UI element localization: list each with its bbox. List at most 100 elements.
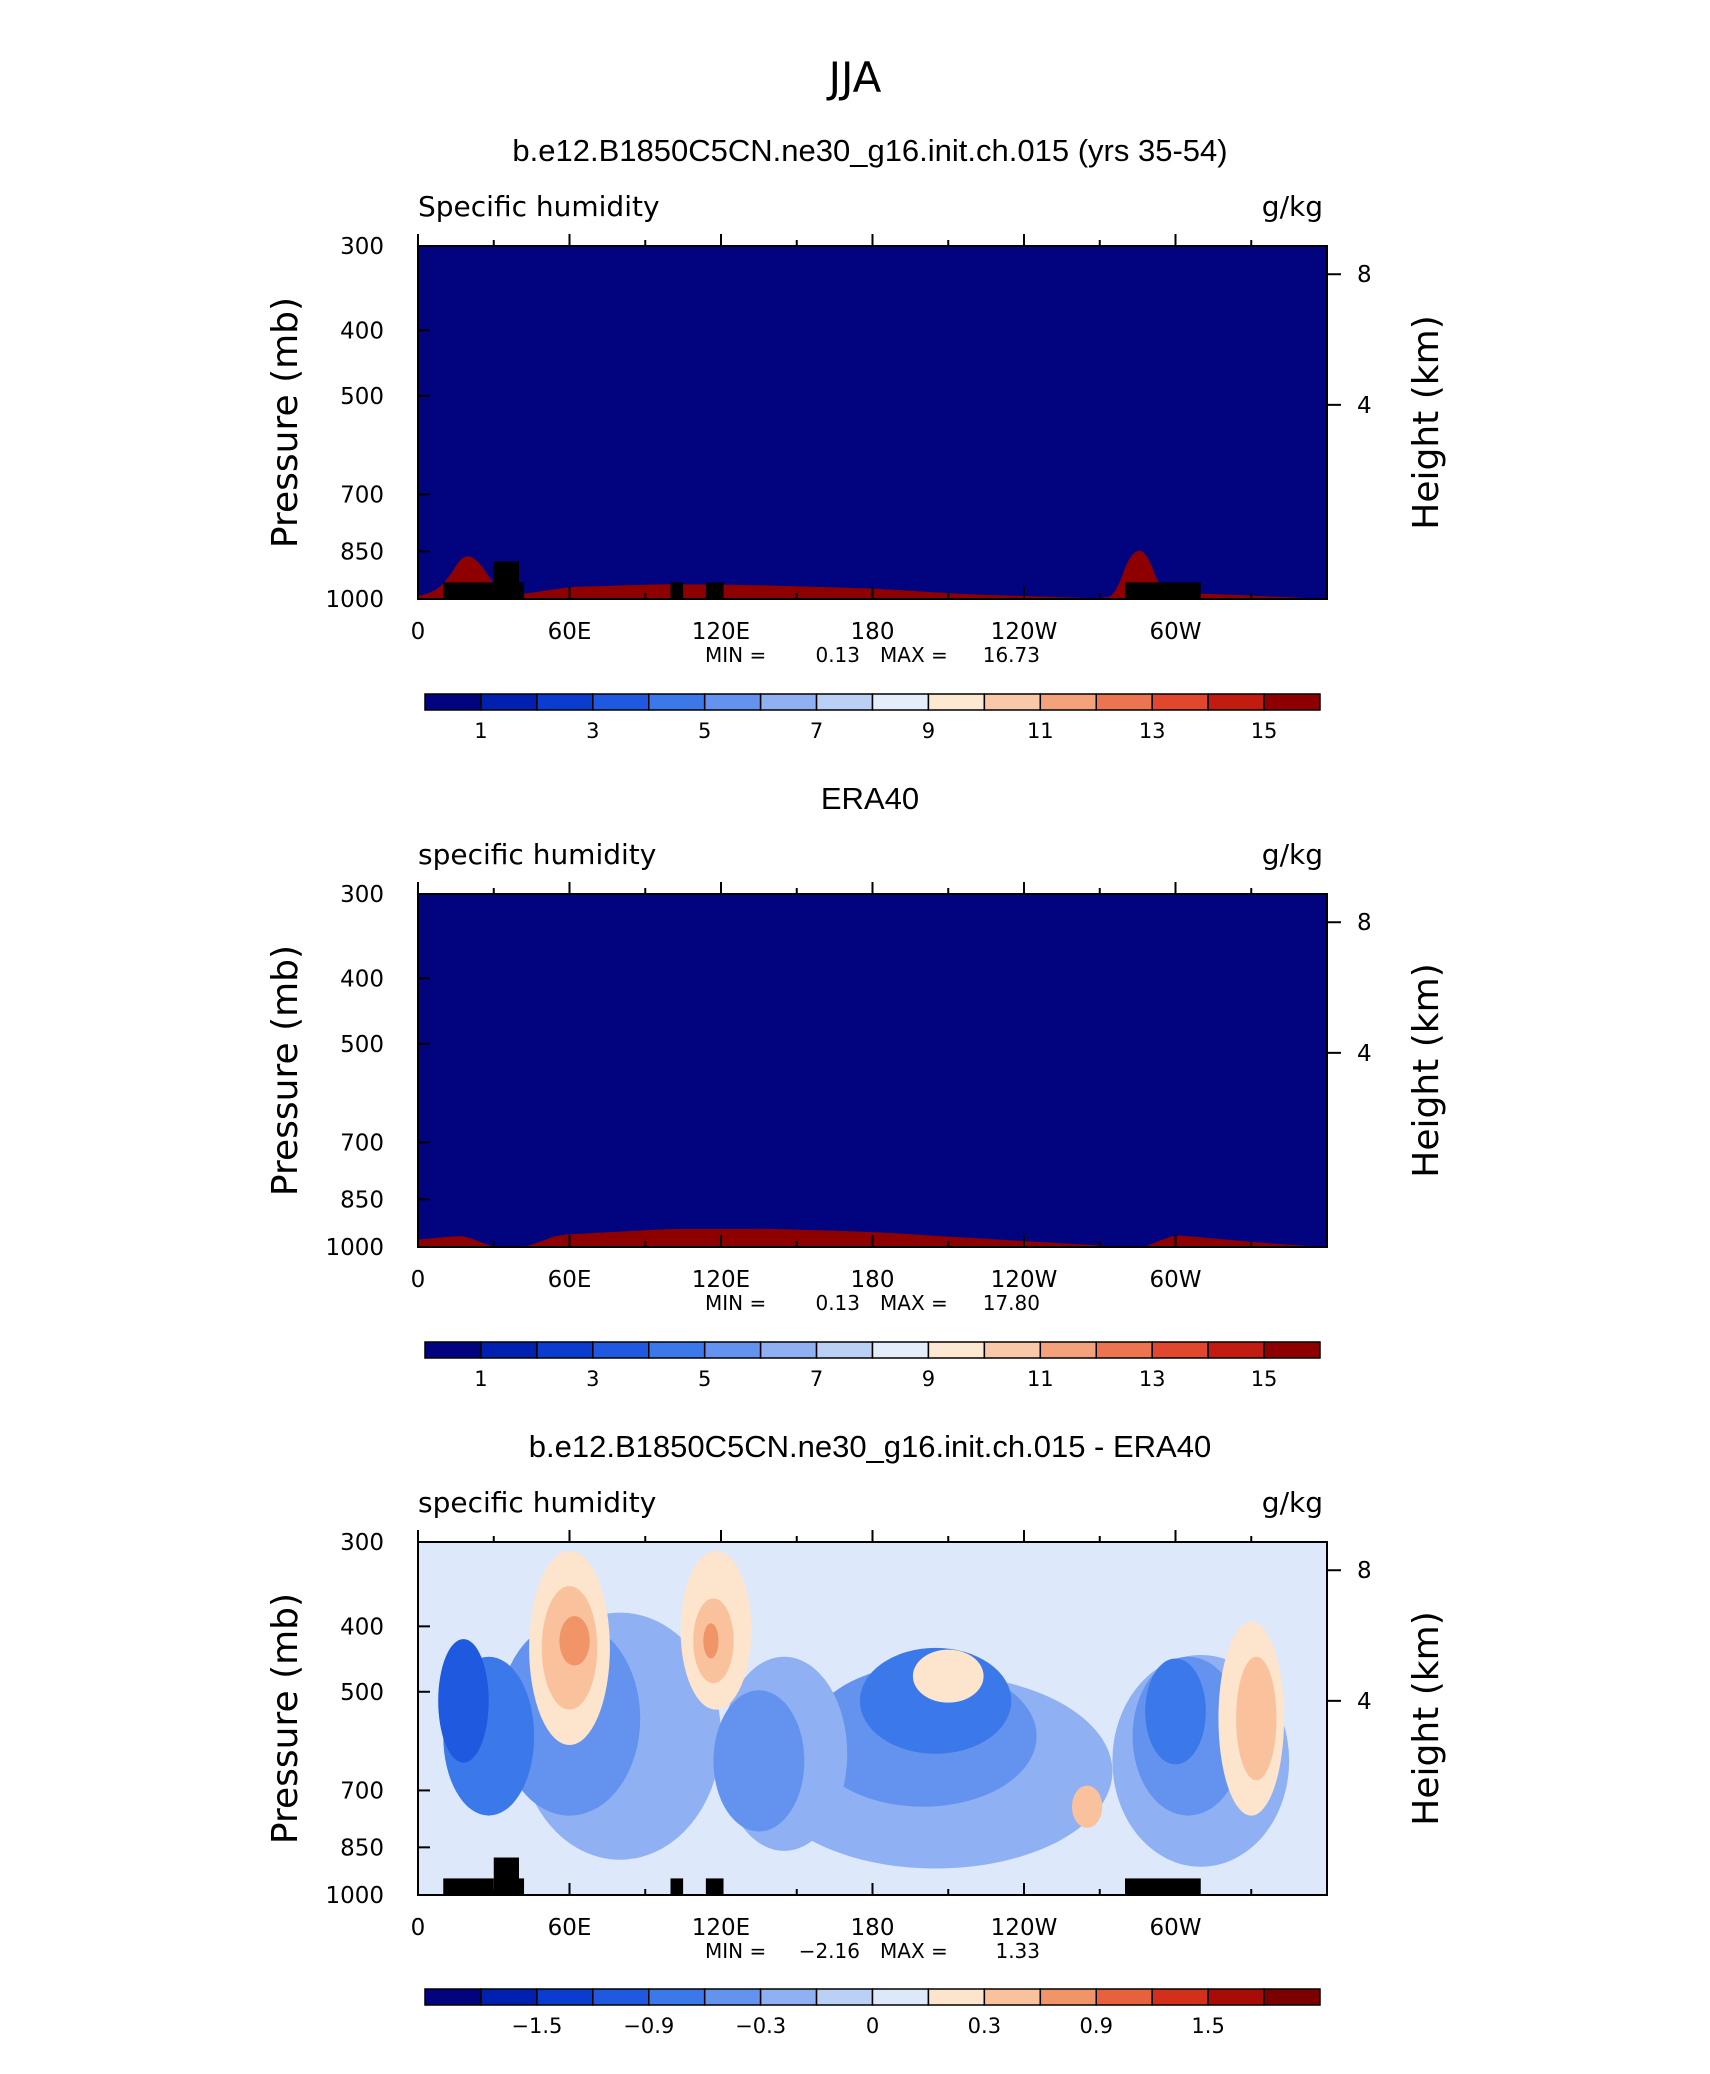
colorbar-label: 5 [698, 719, 711, 743]
colorbar-swatch [1095, 1341, 1153, 1359]
colorbar-swatch [1151, 1988, 1209, 2006]
y2-tick-label: 8 [1357, 1558, 1372, 1584]
y-tick-label: 400 [340, 318, 384, 344]
colorbar-swatch [536, 693, 594, 711]
colorbar-swatch [815, 693, 874, 711]
y-axis-label: Pressure (mb) [265, 297, 306, 548]
max-label: MAX = [880, 1939, 948, 1963]
y-tick-label: 850 [340, 539, 384, 565]
x-tick-label: 120W [991, 1915, 1058, 1941]
max-label: MAX = [880, 643, 948, 667]
colorbar-swatch [871, 1341, 930, 1359]
topography-mask [1125, 582, 1201, 599]
left-label: specific humidity [418, 1486, 656, 1519]
colorbar-label: 3 [586, 1367, 599, 1391]
y-tick-label: 1000 [325, 1235, 384, 1261]
colorbar-swatch [480, 1988, 538, 2006]
max-label: MAX = [880, 1291, 948, 1315]
colorbar-swatch [983, 1988, 1042, 2006]
colorbar-swatch [1095, 693, 1153, 711]
y-tick-label: 700 [340, 1130, 384, 1156]
colorbar-swatch [536, 1988, 594, 2006]
panel-title: b.e12.B1850C5CN.ne30_g16.init.ch.015 - E… [529, 1429, 1211, 1464]
topography-mask [493, 1857, 519, 1895]
colorbar-label: −0.9 [623, 2014, 674, 2038]
topography-mask [493, 561, 519, 599]
colorbar-swatch [1207, 693, 1265, 711]
x-tick-label: 0 [411, 1915, 426, 1941]
contour-field [418, 246, 1327, 599]
y-tick-label: 1000 [325, 1883, 384, 1909]
colorbar-swatch [759, 693, 818, 711]
panel-3: b.e12.B1850C5CN.ne30_g16.init.ch.015 - E… [265, 1429, 1447, 2038]
colorbar-swatch [592, 693, 650, 711]
y2-axis-label: Height (km) [1406, 1611, 1447, 1825]
y-tick-label: 700 [340, 1778, 384, 1804]
left-label: specific humidity [418, 838, 656, 871]
y2-tick-label: 8 [1357, 262, 1372, 288]
colorbar-swatch [871, 693, 930, 711]
colorbar-swatch [1263, 1341, 1321, 1359]
topography-mask [705, 1878, 724, 1895]
y-tick-label: 500 [340, 384, 384, 410]
y2-tick-label: 4 [1357, 1689, 1372, 1715]
diff-negative-patch-3 [438, 1639, 489, 1763]
topography-mask [1125, 1878, 1201, 1895]
colorbar-label: 15 [1251, 1367, 1278, 1391]
diff-negative-patch-9 [1145, 1658, 1206, 1765]
colorbar-swatch [927, 1988, 986, 2006]
colorbar-swatch [648, 1341, 706, 1359]
unit-label: g/kg [1262, 838, 1323, 871]
x-tick-label: 60W [1149, 1267, 1201, 1293]
y2-axis-label: Height (km) [1406, 963, 1447, 1177]
colorbar-swatch [536, 1341, 594, 1359]
colorbar-swatch [759, 1341, 818, 1359]
colorbar: 1 3 5 7 9 11 13 15 [424, 1341, 1321, 1391]
colorbar-label: 1 [474, 719, 487, 743]
colorbar-swatch [703, 1988, 762, 2006]
y-tick-label: 400 [340, 966, 384, 992]
colorbar-swatch [1151, 1341, 1209, 1359]
topography-mask [519, 1878, 525, 1895]
colorbar-swatch [424, 1341, 482, 1359]
x-tick-label: 120W [991, 1267, 1058, 1293]
topography-mask [443, 1878, 494, 1895]
y-axis-label: Pressure (mb) [265, 1593, 306, 1844]
max-value: 1.33 [995, 1939, 1040, 1963]
max-value: 16.73 [983, 643, 1040, 667]
min-label: MIN = [705, 1939, 766, 1963]
colorbar-label: 3 [586, 719, 599, 743]
topography-mask [519, 582, 525, 599]
colorbar-label: 9 [922, 1367, 935, 1391]
colorbar-label: 1.5 [1191, 2014, 1224, 2038]
y-tick-label: 1000 [325, 587, 384, 613]
y-tick-label: 300 [340, 234, 384, 260]
x-tick-label: 120E [692, 1915, 750, 1941]
colorbar-swatch [1039, 1341, 1097, 1359]
topography-mask [670, 1878, 684, 1895]
x-tick-label: 180 [851, 1915, 895, 1941]
min-label: MIN = [705, 643, 766, 667]
x-tick-label: 120E [692, 1267, 750, 1293]
colorbar-swatch [871, 1988, 930, 2006]
x-tick-label: 120E [692, 619, 750, 645]
topography-mask [670, 582, 684, 599]
colorbar-swatch [424, 693, 482, 711]
colorbar-label: 11 [1027, 719, 1054, 743]
figure-title: JJA [826, 53, 882, 102]
colorbar-swatch [815, 1988, 874, 2006]
colorbar-label: 13 [1139, 719, 1166, 743]
diff-positive-patch-8 [1071, 1785, 1103, 1828]
colorbar-swatch [983, 1341, 1042, 1359]
x-tick-label: 120W [991, 619, 1058, 645]
y-tick-label: 500 [340, 1032, 384, 1058]
colorbar-swatch [1039, 693, 1097, 711]
min-value: 0.13 [815, 1291, 860, 1315]
colorbar-swatch [648, 693, 706, 711]
colorbar-label: 0.3 [968, 2014, 1001, 2038]
colorbar-swatch [703, 693, 762, 711]
colorbar-label: −0.3 [735, 2014, 786, 2038]
colorbar-swatch [480, 693, 538, 711]
colorbar-swatch [1095, 1988, 1153, 2006]
